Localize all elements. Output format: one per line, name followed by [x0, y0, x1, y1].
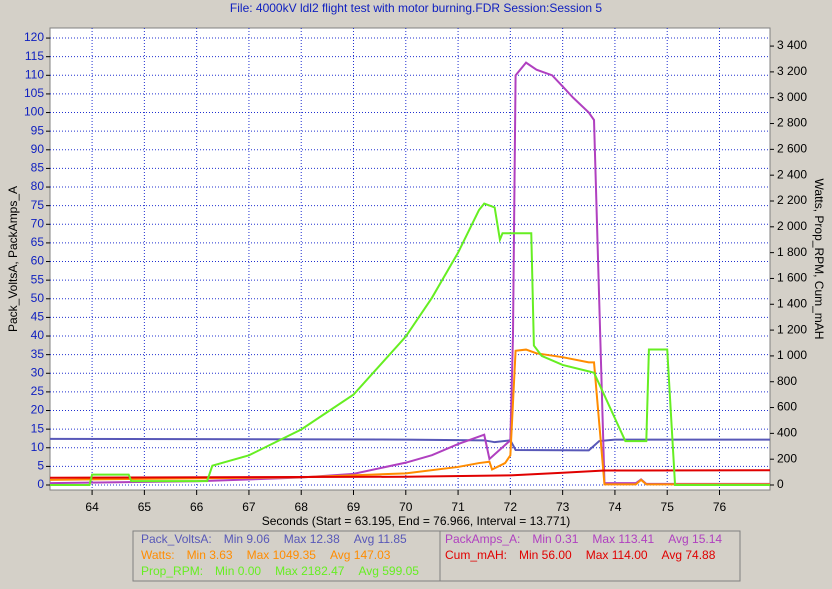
x-tick-label: 66: [190, 500, 204, 514]
y2-tick-label: 0: [777, 477, 784, 491]
y2-tick-label: 3 000: [777, 90, 807, 104]
x-tick-label: 65: [138, 500, 152, 514]
legend-label: Cum_mAH:: [445, 548, 507, 562]
y2-tick-label: 600: [777, 400, 797, 414]
y-tick-label: 95: [31, 123, 45, 137]
y-axis-label: Pack_VoltsA, PackAmps_A: [6, 186, 20, 332]
legend-stat: Min 0.31: [532, 532, 578, 546]
legend-stat: Avg 11.85: [354, 532, 407, 546]
legend-stat: Max 114.00: [586, 548, 648, 562]
x-tick-label: 70: [399, 500, 413, 514]
series-line: [49, 469, 771, 479]
legend-stat: Min 56.00: [519, 548, 572, 562]
y2-tick-label: 3 200: [777, 64, 807, 78]
y-tick-label: 110: [25, 67, 44, 81]
y2-tick-label: 800: [777, 374, 797, 388]
y2-tick-label: 1 000: [777, 348, 807, 362]
x-tick-label: 67: [242, 500, 256, 514]
y2-tick-label: 1 800: [777, 245, 807, 259]
x-tick-label: 73: [556, 500, 570, 514]
legend-label: Pack_VoltsA:: [141, 532, 212, 546]
legend-stat: Avg 147.03: [330, 548, 391, 562]
legend-stat: Avg 15.14: [668, 532, 722, 546]
plot-area: [49, 27, 771, 491]
y2-tick-label: 1 600: [777, 271, 807, 285]
y2-tick-label: 1 400: [777, 296, 807, 310]
y-tick-label: 90: [31, 142, 45, 156]
legend-entries: Pack_VoltsA: Min 9.06 Max 12.38 Avg 11.85 Pa…: [141, 532, 722, 578]
y-tick-label: 45: [31, 310, 45, 324]
y2-tick-label: 400: [777, 426, 797, 440]
x-tick-label: 76: [713, 500, 727, 514]
y2-tick-label: 2 000: [777, 219, 807, 233]
legend-stat: Min 9.06: [224, 532, 270, 546]
y2-tick-label: 3 400: [777, 38, 807, 52]
y-tick-label: 35: [31, 347, 45, 361]
y-tick-label: 25: [31, 384, 45, 398]
series-line: [49, 437, 770, 452]
y-tick-label: 75: [31, 198, 45, 212]
series-line: [49, 348, 770, 486]
y-tick-label: 55: [31, 272, 45, 286]
y-tick-label: 100: [24, 105, 44, 119]
x-tick-label: 74: [608, 500, 622, 514]
y-tick-label: 0: [37, 477, 44, 491]
legend: [132, 530, 741, 582]
legend-stat: Min 0.00: [215, 564, 261, 578]
x-axis-label: Seconds (Start = 63.195, End = 76.966, I…: [262, 514, 571, 528]
y2-tick-label: 200: [777, 451, 797, 465]
y-tick-label: 120: [24, 30, 44, 44]
x-tick-label: 75: [661, 500, 675, 514]
y-tick-label: 105: [24, 86, 44, 100]
y2-axis-label: Watts, Prop_RPM, Cum_mAH: [812, 179, 826, 340]
legend-stat: Max 12.38: [284, 532, 340, 546]
y-tick-label: 85: [31, 161, 45, 175]
y2-tick-label: 2 400: [777, 167, 807, 181]
y-tick-label: 50: [31, 291, 45, 305]
y-tick-label: 65: [31, 235, 45, 249]
y-tick-label: 115: [25, 49, 44, 63]
y-tick-label: 60: [31, 254, 45, 268]
y2-tick-label: 2 200: [777, 193, 807, 207]
y2-tick-label: 2 600: [777, 142, 807, 156]
x-tick-label: 71: [451, 500, 465, 514]
legend-label: Prop_RPM:: [141, 564, 203, 578]
y-tick-label: 20: [31, 403, 45, 417]
x-tick-label: 69: [347, 500, 361, 514]
y-tick-label: 15: [31, 421, 45, 435]
legend-label: PackAmps_A:: [445, 532, 520, 546]
chart-title: File: 4000kV ldl2 flight test with motor…: [230, 1, 603, 15]
y2-tick-label: 2 800: [777, 116, 807, 130]
y-tick-label: 30: [31, 365, 45, 379]
y-tick-label: 10: [31, 440, 45, 454]
x-tick-label: 72: [504, 500, 518, 514]
legend-stat: Min 3.63: [187, 548, 233, 562]
legend-label: Watts:: [141, 548, 175, 562]
x-tick-label: 64: [85, 500, 99, 514]
legend-stat: Max 1049.35: [247, 548, 317, 562]
series-line: [50, 202, 770, 487]
y-tick-label: 40: [31, 328, 45, 342]
legend-stat: Avg 599.05: [358, 564, 419, 578]
legend-stat: Max 113.41: [592, 532, 654, 546]
legend-stat: Max 2182.47: [275, 564, 345, 578]
x-tick-label: 68: [295, 500, 309, 514]
y-tick-label: 80: [31, 179, 45, 193]
y-tick-label: 5: [37, 459, 44, 473]
y-tick-label: 70: [31, 216, 45, 230]
legend-stat: Avg 74.88: [662, 548, 716, 562]
y2-tick-label: 1 200: [777, 322, 807, 336]
